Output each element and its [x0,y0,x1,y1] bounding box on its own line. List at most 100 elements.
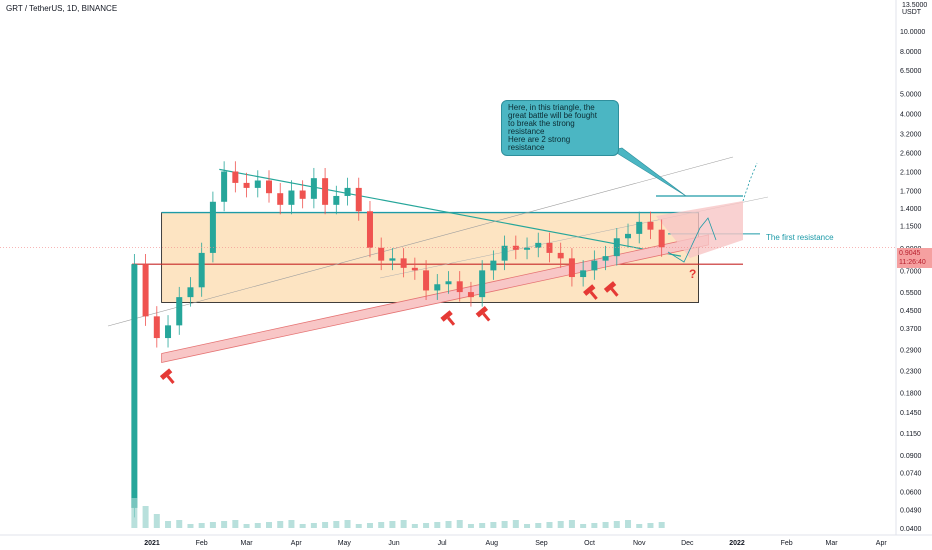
volume-bar [568,520,575,528]
candle-body [456,281,463,293]
price-tick-label: 6.5000 [900,68,922,75]
candle-body [423,270,430,291]
candle-body [165,325,172,339]
price-tick-label: 0.2300 [900,369,922,376]
price-tick-label: 2.6000 [900,150,922,157]
time-tick-label: Dec [681,540,694,547]
candle-body [243,182,250,188]
candle-body [389,258,396,261]
price-tick-label: 0.1800 [900,391,922,398]
time-tick-label: Feb [781,540,793,547]
time-tick-label: Jul [438,540,447,547]
time-tick-label: 2021 [144,540,160,547]
volume-bar [434,522,441,528]
volume-bar [322,522,329,528]
time-tick-label: Mar [826,540,839,547]
time-tick-label: Apr [876,540,888,547]
price-tick-label: 3.2000 [900,132,922,139]
candle-body [198,252,205,288]
price-tick-label: 1.1500 [900,224,922,231]
volume-bar [277,521,284,528]
candle-body [445,281,452,285]
price-tick-label: 8.0000 [900,49,922,56]
volume-bar [602,522,609,528]
volume-bar [501,521,508,528]
volume-bar [355,524,362,528]
volume-bar [243,524,250,528]
time-tick-label: Sep [535,540,548,547]
current-price-tag: 0.9045 11:26:40 [897,248,932,268]
price-tick-label: 0.4500 [900,308,922,315]
candle-body [636,221,643,234]
price-axis: 10.0000 8.0000 6.5000 5.0000 4.0000 3.2000 2.6… [0,0,925,535]
volume-bar [535,523,542,528]
volume-bar [310,523,317,528]
hammer-head [475,306,489,318]
volume-bar [198,523,205,528]
candle-body [613,238,620,257]
volume-bar [221,521,228,528]
hammer-head [159,368,173,380]
volume-bar [423,523,430,528]
volume-bar [456,520,463,528]
price-tick-label: 10.0000 [900,29,925,36]
candle-body [344,187,351,196]
candle-body [546,242,553,253]
volume-bar [580,524,587,528]
candle-body [647,221,654,230]
hammer-icon [159,368,175,384]
callout-pointer [611,147,687,197]
candle-body [400,258,407,268]
volume-bar [411,524,418,528]
hammer-handle [447,316,456,326]
volume-bar [187,524,194,528]
volume-bar [467,524,474,528]
candle-body [209,201,216,253]
volume-bar [378,522,385,528]
candle-body [490,260,497,271]
price-tick-label: 0.0600 [900,490,922,497]
candle-body [153,316,160,339]
time-tick-label: Apr [291,540,303,547]
volume-bar [165,521,172,528]
volume-bar [232,520,239,528]
volume-bar [524,524,531,528]
volume-bar [266,522,272,528]
breakout-arrow [742,162,758,202]
time-tick-label: Oct [584,540,595,547]
candle-body [310,178,317,199]
chart-title: GRT / TetherUS, 1D, BINANCE [6,4,118,13]
volume-bar [176,520,183,528]
candle-body [176,297,183,326]
price-tick-label: 0.1450 [900,410,922,417]
price-unit-label: USDT [902,9,922,16]
price-tick-label: 0.0490 [900,508,922,515]
volume-bar [254,523,261,528]
volume-bar [490,522,497,528]
price-tick-label: 0.1150 [900,431,921,438]
candle-body [467,292,474,298]
candle-body [333,195,340,205]
volume-bar [557,521,564,528]
hammer-icon [583,284,598,300]
hammer-icon [603,281,619,297]
price-tick-label: 0.7000 [900,268,922,275]
drawings-layer: ? [107,147,769,384]
volume-bar [636,524,643,528]
price-tick-label: 0.5500 [900,290,922,297]
candle-body [411,267,418,271]
price-tick-label: 2.1000 [900,169,922,176]
projection-path [667,217,717,263]
volume-bar [389,521,396,528]
hammer-icon [440,310,456,326]
current-price: 0.9045 [899,250,921,257]
candle-body [602,256,609,261]
candle-body [501,245,508,261]
question-mark: ? [689,267,696,281]
volume-layer [131,498,665,528]
volume-bar [333,521,340,528]
candle-body [524,247,531,250]
time-tick-label: Aug [486,540,499,547]
candle-body [221,171,228,202]
